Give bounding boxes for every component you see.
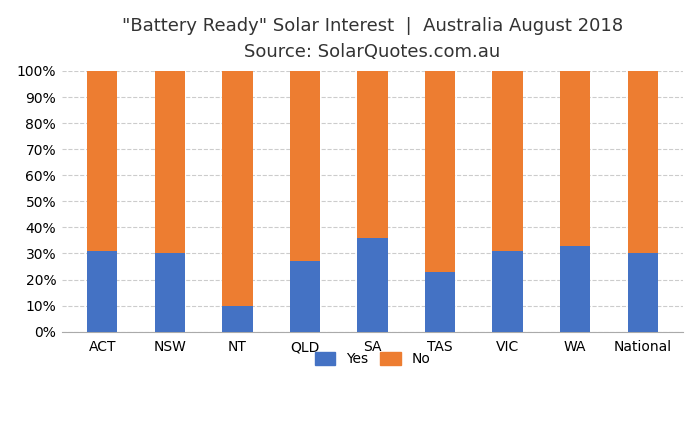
Title: "Battery Ready" Solar Interest  |  Australia August 2018
Source: SolarQuotes.com: "Battery Ready" Solar Interest | Austral… [122, 17, 623, 61]
Bar [87, 251, 118, 332]
Bar [222, 71, 253, 305]
Bar [222, 305, 253, 332]
Bar [493, 71, 523, 251]
Bar [628, 71, 658, 253]
Bar [357, 71, 388, 238]
Bar [87, 71, 118, 251]
Bar [290, 71, 320, 261]
Bar [493, 251, 523, 332]
Bar [155, 71, 185, 253]
Bar [290, 261, 320, 332]
Bar [560, 246, 590, 332]
Bar [155, 253, 185, 332]
Bar [628, 253, 658, 332]
Legend: Yes, No: Yes, No [309, 346, 436, 371]
Bar [425, 272, 455, 332]
Bar [357, 238, 388, 332]
Bar [425, 71, 455, 272]
Bar [560, 71, 590, 246]
